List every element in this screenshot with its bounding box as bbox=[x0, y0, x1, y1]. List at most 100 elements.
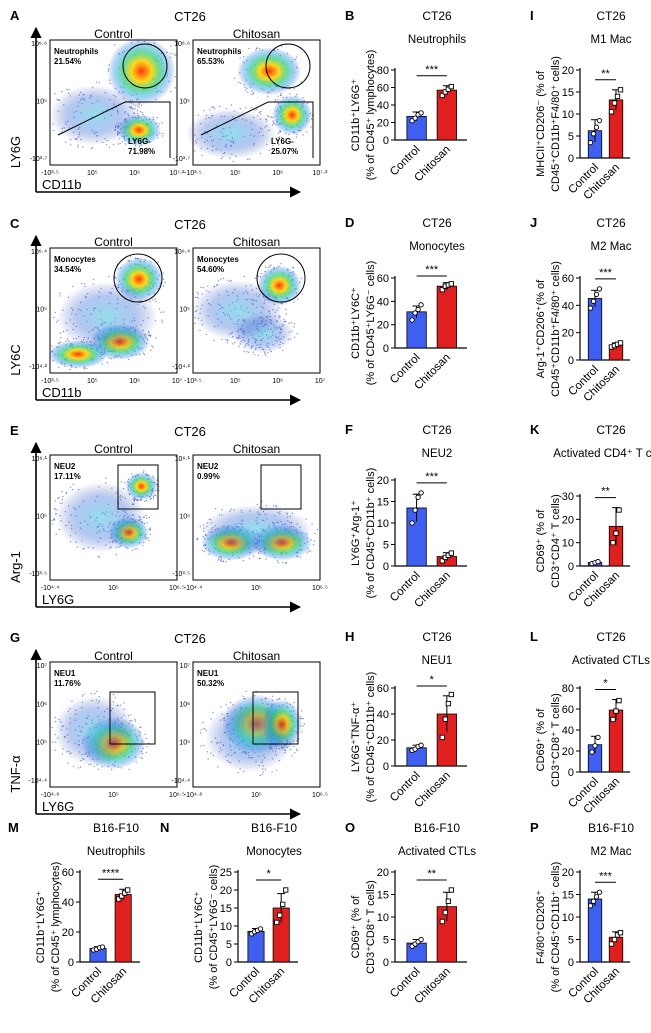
event-dot bbox=[132, 549, 134, 551]
data-point bbox=[283, 887, 289, 893]
event-dot bbox=[300, 710, 303, 712]
bar-chart-D: D CT26 Monocytes 0 20 40 60 CD11b⁺LY6C⁺ (% of CD… bbox=[345, 215, 467, 392]
event-dot bbox=[314, 532, 316, 535]
data-point bbox=[415, 494, 421, 500]
event-dot bbox=[248, 351, 250, 353]
data-point bbox=[608, 109, 615, 115]
event-dot bbox=[106, 362, 109, 364]
event-dot bbox=[213, 339, 215, 342]
y-tick-label: 60 bbox=[377, 83, 389, 95]
event-dot bbox=[245, 690, 247, 692]
event-dot bbox=[253, 354, 256, 356]
y-axis-label: MHCII⁺CD206⁻ (% of bbox=[535, 70, 547, 177]
event-dot bbox=[152, 495, 155, 498]
event-dot bbox=[162, 272, 164, 274]
panel-title: CT26 bbox=[174, 217, 206, 232]
y-tick-label: 40 bbox=[562, 725, 574, 737]
density-cloud bbox=[272, 95, 313, 135]
data-point bbox=[418, 302, 424, 308]
event-dot bbox=[207, 758, 209, 760]
bar-chitosan bbox=[436, 285, 457, 349]
y-tick-label: 0 bbox=[68, 957, 74, 969]
chart-subtitle: Neutrophils bbox=[408, 34, 466, 46]
event-dot bbox=[237, 771, 239, 774]
event-dot bbox=[95, 81, 98, 83]
event-dot bbox=[292, 267, 294, 269]
event-dot bbox=[246, 351, 248, 353]
x-tick-label: 10⁶ bbox=[272, 378, 283, 385]
y-tick-label: 0 bbox=[568, 957, 574, 969]
chart-subtitle: Activated CD4⁺ T cells bbox=[553, 448, 651, 460]
neu1-gate bbox=[109, 691, 156, 745]
event-dot bbox=[144, 500, 146, 503]
y-tick-label: -10³·⁷ bbox=[30, 156, 48, 163]
bar-chart-N: N B16-F10 Monocytes 0 5 10 15 20 25 CD11b⁺LY6C⁺ (%… bbox=[160, 820, 302, 1006]
event-dot bbox=[128, 768, 130, 770]
event-dot bbox=[158, 308, 161, 310]
density-cloud bbox=[237, 47, 302, 96]
panel-letter: P bbox=[530, 820, 539, 835]
event-dot bbox=[164, 282, 166, 284]
event-dot bbox=[227, 279, 229, 281]
event-dot bbox=[239, 82, 242, 84]
data-point bbox=[593, 894, 600, 900]
chart-subtitle: Neutrophils bbox=[87, 846, 145, 858]
y-tick-label: 0 bbox=[226, 957, 232, 969]
event-dot bbox=[121, 141, 123, 143]
gate-name: NEU2 bbox=[54, 462, 76, 471]
y-tick-label: 60 bbox=[562, 273, 574, 285]
y-tick-label: 0 bbox=[568, 561, 574, 573]
event-dot bbox=[279, 698, 281, 700]
event-dot bbox=[162, 311, 165, 313]
y-axis-label: LY6G⁺Arg-1⁺ bbox=[350, 500, 362, 566]
event-dot bbox=[114, 697, 116, 699]
event-dot bbox=[260, 113, 262, 115]
y-tick-label: 20 bbox=[377, 475, 389, 487]
y-tick-label: 40 bbox=[562, 300, 574, 312]
chart-title: CT26 bbox=[422, 423, 452, 437]
panel-letter: H bbox=[345, 629, 354, 644]
event-dot bbox=[296, 749, 298, 752]
density-cloud bbox=[49, 85, 140, 145]
event-dot bbox=[53, 316, 55, 319]
data-point bbox=[587, 903, 594, 909]
event-dot bbox=[246, 158, 249, 160]
y-tick-label: -10⁴·⁴ bbox=[29, 778, 47, 785]
event-dot bbox=[66, 338, 69, 340]
monocyte-gate bbox=[256, 253, 306, 303]
panel-letter: F bbox=[345, 422, 353, 437]
x-axis-label: LY6G bbox=[42, 799, 74, 814]
data-point bbox=[116, 896, 122, 902]
y-tick-label: 60 bbox=[377, 683, 389, 695]
event-dot bbox=[141, 757, 143, 760]
bar-control bbox=[587, 898, 603, 963]
data-point bbox=[448, 550, 454, 556]
event-dot bbox=[170, 45, 172, 47]
event-dot bbox=[234, 77, 236, 79]
event-dot bbox=[259, 774, 261, 777]
event-dot bbox=[200, 745, 202, 747]
y-tick-label: 80 bbox=[377, 65, 389, 77]
event-dot bbox=[90, 692, 93, 695]
gate-percent: 21.54% bbox=[54, 57, 81, 66]
data-point bbox=[614, 93, 621, 100]
event-dot bbox=[156, 116, 158, 119]
chart-subtitle: Activated CTLs bbox=[398, 846, 476, 858]
data-point bbox=[617, 930, 624, 936]
x-tick-label: 10⁵ bbox=[230, 170, 241, 177]
event-dot bbox=[238, 81, 240, 84]
event-dot bbox=[174, 87, 177, 89]
data-point bbox=[412, 507, 418, 513]
plot-label: Control bbox=[94, 649, 133, 663]
event-dot bbox=[221, 338, 223, 340]
event-dot bbox=[243, 275, 246, 278]
event-dot bbox=[279, 130, 281, 133]
data-point bbox=[595, 734, 601, 740]
y-tick-label: 25 bbox=[220, 867, 232, 879]
event-dot bbox=[72, 765, 75, 767]
gate-percent: 0.99% bbox=[197, 472, 220, 481]
event-dot bbox=[256, 47, 259, 49]
event-dot bbox=[83, 693, 85, 696]
event-dot bbox=[160, 311, 162, 313]
